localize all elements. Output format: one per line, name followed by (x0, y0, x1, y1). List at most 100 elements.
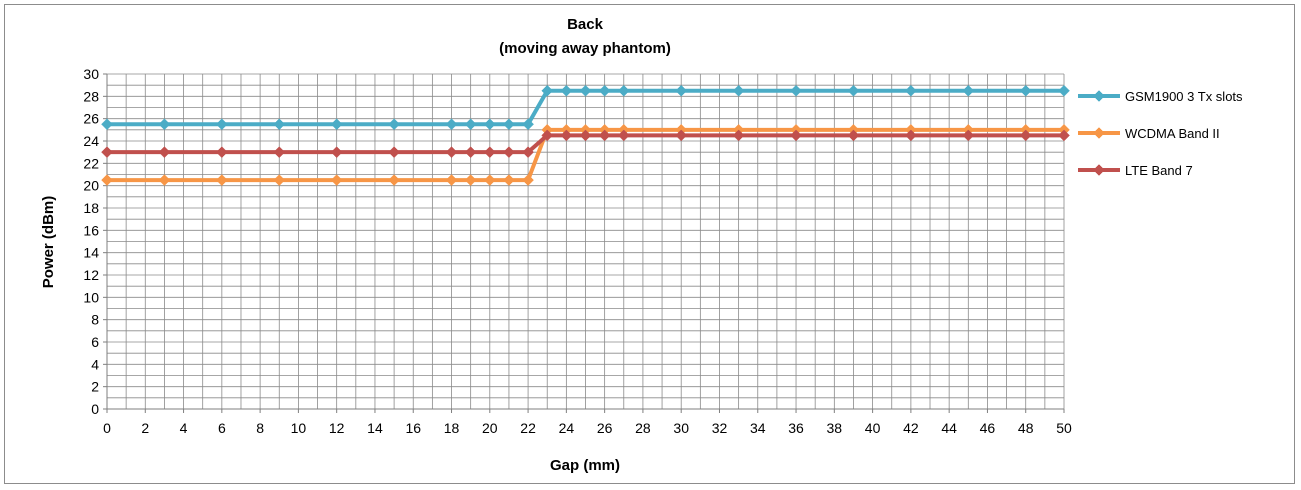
data-point (215, 118, 228, 131)
data-point (617, 84, 630, 97)
data-point (503, 174, 515, 186)
x-tick-label: 16 (405, 420, 421, 436)
data-point (503, 146, 515, 159)
y-tick-label: 26 (83, 111, 99, 127)
data-point (483, 118, 496, 131)
data-point (445, 118, 458, 131)
data-point (483, 146, 496, 159)
x-tick-label: 12 (329, 420, 345, 436)
data-point (1058, 84, 1070, 97)
y-tick-label: 22 (83, 155, 99, 171)
chart-frame (4, 4, 1295, 484)
data-point (579, 129, 592, 142)
data-point (388, 118, 400, 131)
x-tick-label: 8 (256, 420, 264, 436)
legend-item-2: LTE Band 7 (1078, 163, 1193, 178)
y-axis-title: Power (dBm) (40, 196, 57, 289)
legend-marker (1093, 90, 1105, 102)
grid-layer (106, 73, 1065, 410)
data-point (732, 129, 745, 142)
data-point (522, 146, 534, 159)
x-axis-title: Gap (mm) (550, 457, 620, 474)
y-tick-label: 20 (83, 178, 99, 194)
y-tick-label: 2 (91, 379, 99, 395)
data-point (158, 174, 171, 186)
data-point (388, 174, 400, 186)
data-point (215, 174, 228, 186)
data-point (732, 84, 745, 97)
x-tick-label: 38 (827, 420, 843, 436)
y-tick-label: 10 (83, 289, 99, 305)
y-tick-label: 28 (83, 88, 99, 104)
x-tick-label: 40 (865, 420, 881, 436)
y-tick-label: 6 (91, 334, 99, 350)
data-point (330, 118, 343, 131)
data-point (905, 129, 917, 142)
x-tick-label: 26 (597, 420, 613, 436)
chart-subtitle: (moving away phantom) (499, 40, 671, 57)
x-tick-label: 2 (141, 420, 149, 436)
legend-label: GSM1900 3 Tx slots (1125, 89, 1243, 104)
x-tick-label: 44 (941, 420, 957, 436)
x-tick-label: 50 (1056, 420, 1072, 436)
data-point (215, 146, 228, 159)
legend-marker (1093, 164, 1105, 176)
x-tick-label: 20 (482, 420, 498, 436)
data-point (560, 84, 573, 97)
data-point (388, 146, 400, 159)
y-tick-label: 16 (83, 222, 99, 238)
x-tick-label: 36 (788, 420, 804, 436)
data-point (847, 129, 860, 142)
data-point (598, 84, 611, 97)
x-tick-label: 22 (520, 420, 536, 436)
data-point (675, 84, 688, 97)
data-point (101, 146, 113, 159)
data-point (273, 118, 286, 131)
data-point (579, 84, 592, 97)
y-tick-label: 4 (91, 356, 99, 372)
data-point (617, 129, 630, 142)
data-point (598, 129, 611, 142)
x-tick-label: 30 (673, 420, 689, 436)
chart-title: Back (567, 16, 604, 33)
y-tick-label: 0 (91, 401, 99, 417)
data-point (483, 174, 496, 186)
x-tick-label: 18 (444, 420, 460, 436)
x-tick-label: 42 (903, 420, 919, 436)
y-tick-label: 30 (83, 66, 99, 82)
series-line (107, 127, 1064, 183)
data-point (962, 129, 975, 142)
data-point (503, 118, 515, 131)
x-tick-label: 4 (180, 420, 188, 436)
data-point (541, 84, 554, 97)
series-layer (101, 84, 1070, 186)
data-point (790, 129, 802, 142)
data-point (330, 174, 343, 186)
data-point (158, 118, 171, 131)
data-point (158, 146, 171, 159)
x-tick-label: 48 (1018, 420, 1034, 436)
data-point (522, 174, 534, 186)
data-point (905, 84, 917, 97)
data-point (1019, 129, 1032, 142)
data-point (1019, 84, 1032, 97)
data-point (541, 129, 554, 142)
series-0 (101, 84, 1070, 131)
data-point (1058, 129, 1070, 142)
data-point (675, 129, 688, 142)
data-point (560, 129, 573, 142)
x-tick-label: 10 (291, 420, 307, 436)
legend-label: LTE Band 7 (1125, 163, 1193, 178)
x-tick-label: 0 (103, 420, 111, 436)
series-line (107, 88, 1064, 127)
x-tick-label: 32 (712, 420, 728, 436)
x-tick-label: 6 (218, 420, 226, 436)
y-tick-label: 24 (83, 133, 99, 149)
legend-marker (1093, 127, 1105, 139)
data-point (962, 84, 975, 97)
y-tick-label: 14 (83, 245, 99, 261)
data-point (847, 84, 860, 97)
x-tick-label: 46 (980, 420, 996, 436)
